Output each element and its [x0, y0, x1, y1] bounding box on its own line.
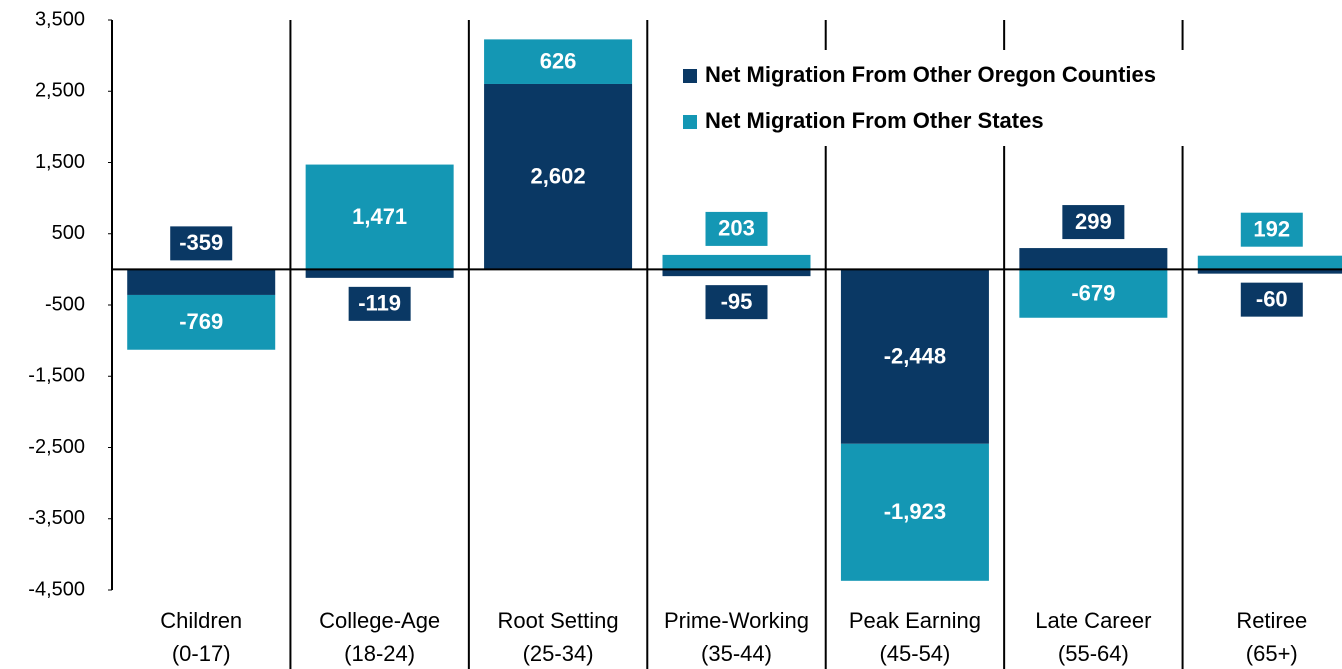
data-label: -359 — [179, 230, 223, 255]
data-label: 192 — [1253, 217, 1290, 242]
legend-swatch — [683, 115, 697, 129]
bar-segment — [1197, 255, 1342, 270]
label-box — [348, 286, 411, 321]
bar-segment — [1197, 269, 1342, 274]
legend-background — [668, 50, 1290, 146]
data-label: 626 — [540, 48, 577, 73]
data-label: 299 — [1075, 209, 1112, 234]
x-tick-label: (45-54) — [879, 641, 950, 666]
y-tick-label: -1,500 — [28, 365, 85, 387]
x-tick-label: (65+) — [1246, 641, 1298, 666]
y-tick-label: 1,500 — [35, 151, 85, 173]
bar-segment — [840, 443, 989, 581]
bar-segment — [305, 269, 454, 278]
y-tick-label: 3,500 — [35, 8, 85, 30]
x-tick-label: (25-34) — [523, 641, 594, 666]
data-label: -119 — [358, 291, 401, 316]
label-box — [1240, 282, 1303, 317]
y-tick-label: 500 — [52, 222, 85, 244]
x-tick-label: (35-44) — [701, 641, 772, 666]
bar-segment — [662, 254, 811, 270]
x-tick-label: College-Age — [319, 608, 440, 633]
label-box — [705, 285, 768, 320]
data-label: 2,602 — [531, 163, 586, 188]
data-label: -95 — [721, 289, 753, 314]
bar-segment — [127, 294, 276, 350]
x-tick-label: Late Career — [1035, 608, 1151, 633]
data-label: -60 — [1256, 286, 1288, 311]
y-tick-label: -3,500 — [28, 507, 85, 529]
y-tick-label: -2,500 — [28, 436, 85, 458]
x-tick-label: Root Setting — [498, 608, 619, 633]
data-label: -769 — [179, 309, 223, 334]
x-tick-label: Prime-Working — [664, 608, 809, 633]
label-box — [1240, 212, 1303, 247]
x-tick-label: (55-64) — [1058, 641, 1129, 666]
x-tick-label: Children — [160, 608, 242, 633]
y-tick-label: 2,500 — [35, 80, 85, 102]
data-label: -679 — [1071, 280, 1115, 305]
bar-segment — [662, 269, 811, 277]
bar-segment — [1019, 248, 1168, 270]
data-label: 1,471 — [352, 204, 407, 229]
data-label: -2,448 — [884, 343, 946, 368]
legend-swatch — [683, 69, 697, 83]
y-tick-label: -4,500 — [28, 578, 85, 600]
x-tick-label: (0-17) — [172, 641, 231, 666]
data-label: -1,923 — [884, 499, 946, 524]
bar-segment — [127, 269, 276, 295]
bar-segment — [305, 164, 454, 270]
label-box — [170, 226, 233, 261]
label-box — [705, 211, 768, 246]
bar-segment — [840, 269, 989, 444]
legend-label: Net Migration From Other States — [705, 108, 1044, 133]
y-tick-label: -500 — [45, 293, 85, 315]
x-tick-label: Peak Earning — [849, 608, 981, 633]
bar-segment — [484, 39, 633, 84]
bar-segment — [1019, 269, 1168, 318]
data-label: 203 — [718, 216, 755, 241]
label-box — [1062, 205, 1125, 240]
x-tick-label: Retiree — [1236, 608, 1307, 633]
bar-segment — [484, 83, 633, 270]
x-tick-label: (18-24) — [344, 641, 415, 666]
legend-label: Net Migration From Other Oregon Counties — [705, 62, 1156, 87]
